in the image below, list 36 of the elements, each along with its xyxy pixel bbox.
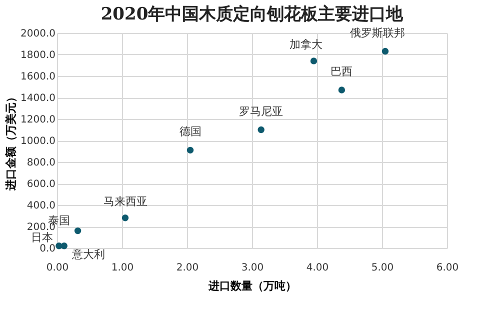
annotation: 日本 <box>30 230 53 244</box>
annotation: 罗马尼亚 <box>239 104 284 118</box>
x-tick-label: 1.00 <box>111 262 134 274</box>
x-tick-label: 5.00 <box>371 262 394 274</box>
x-tick-label: 3.00 <box>241 262 264 274</box>
y-tick-label: 0.0 <box>40 244 56 254</box>
y-tick-label: 400.0 <box>26 200 56 212</box>
annotation: 德国 <box>179 125 202 138</box>
point <box>122 214 129 222</box>
point <box>338 86 346 94</box>
point <box>258 126 264 134</box>
annotation: 俄罗斯联邦 <box>350 26 405 40</box>
annotation: 意大利 <box>71 248 106 261</box>
y-tick-label: 600.0 <box>26 179 56 190</box>
annotation: 马来西亚 <box>103 194 148 208</box>
y-tick-label: 2000.0 <box>20 28 56 40</box>
point <box>310 58 318 64</box>
y-tick-label: 1000.0 <box>20 136 56 147</box>
x-tick-label: 4.00 <box>306 262 329 274</box>
annotation: 巴西 <box>330 64 353 78</box>
point <box>186 146 194 154</box>
x-tick-label: 0.00 <box>46 262 69 274</box>
x-tick-label: 2.00 <box>176 262 199 274</box>
y-tick-label: 1800.0 <box>20 50 56 61</box>
annotation: 加拿大 <box>289 38 322 51</box>
y-tick-label: 1600.0 <box>20 72 56 82</box>
point <box>382 48 389 55</box>
point <box>60 242 68 250</box>
y-tick-label: 1400.0 <box>20 93 56 104</box>
y-tick-label: 1200.0 <box>20 114 56 126</box>
x-tick-label: 6.00 <box>436 262 459 274</box>
x-axis-title: 进口数量（万吨） <box>208 280 296 292</box>
point <box>74 227 82 234</box>
y-tick-label: 800.0 <box>26 158 56 168</box>
chart-title: 2020年中国木质定向刨花板主要进口地 <box>100 4 404 24</box>
y-axis-title: 进口金额（万美元） <box>4 92 18 192</box>
